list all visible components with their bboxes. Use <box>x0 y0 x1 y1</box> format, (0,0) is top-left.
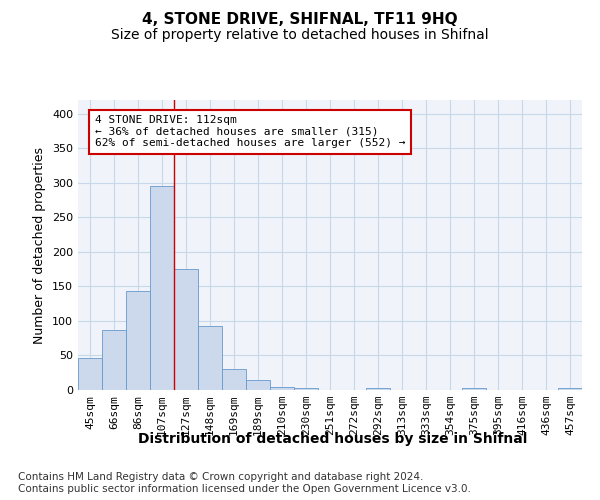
Bar <box>462 388 486 390</box>
Bar <box>126 290 150 390</box>
Bar <box>102 330 126 390</box>
Text: Size of property relative to detached houses in Shifnal: Size of property relative to detached ho… <box>111 28 489 42</box>
Bar <box>246 380 270 390</box>
Bar <box>294 388 318 390</box>
Bar <box>198 326 222 390</box>
Bar <box>174 269 198 390</box>
Text: 4, STONE DRIVE, SHIFNAL, TF11 9HQ: 4, STONE DRIVE, SHIFNAL, TF11 9HQ <box>142 12 458 28</box>
Text: 4 STONE DRIVE: 112sqm
← 36% of detached houses are smaller (315)
62% of semi-det: 4 STONE DRIVE: 112sqm ← 36% of detached … <box>95 115 406 148</box>
Bar <box>78 358 102 390</box>
Bar <box>150 186 174 390</box>
Bar <box>366 388 390 390</box>
Text: Distribution of detached houses by size in Shifnal: Distribution of detached houses by size … <box>139 432 527 446</box>
Bar <box>222 370 246 390</box>
Bar <box>270 386 294 390</box>
Text: Contains HM Land Registry data © Crown copyright and database right 2024.
Contai: Contains HM Land Registry data © Crown c… <box>18 472 471 494</box>
Y-axis label: Number of detached properties: Number of detached properties <box>34 146 46 344</box>
Bar <box>558 388 582 390</box>
